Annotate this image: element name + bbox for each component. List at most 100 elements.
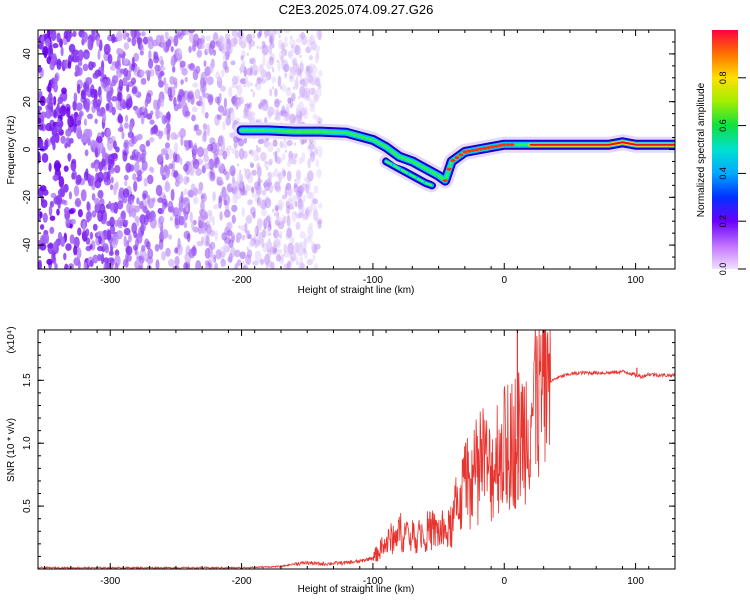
spectrogram-noise-blob xyxy=(47,243,54,249)
spectrogram-noise-blob xyxy=(51,251,56,263)
spectrogram-noise-blob xyxy=(197,187,203,195)
spectrogram-noise-blob xyxy=(282,218,287,224)
spectrogram-noise-blob xyxy=(56,58,62,70)
spectrogram-noise-blob xyxy=(173,170,179,178)
spectrogram-noise-blob xyxy=(315,77,321,87)
spectrogram-noise-blob xyxy=(109,216,115,228)
spectrogram-noise-blob xyxy=(160,164,165,177)
spectrogram-noise-blob xyxy=(201,236,204,245)
spectrogram-noise-blob xyxy=(230,182,236,189)
spectrogram-noise-blob xyxy=(282,153,286,161)
spectrogram-noise-blob xyxy=(223,97,227,110)
spectrogram-ridge-dot xyxy=(501,143,507,147)
spectrogram-noise-blob xyxy=(298,71,303,78)
spectrogram-faint-cell xyxy=(273,142,276,146)
spectrogram-noise-blob xyxy=(84,149,89,157)
spectrogram-noise-blob xyxy=(306,39,312,45)
spectrogram-noise-blob xyxy=(240,78,247,85)
spectrogram-noise-blob xyxy=(145,69,152,75)
spectrogram-noise-blob xyxy=(92,223,98,231)
spectrogram-noise-blob xyxy=(237,173,241,185)
snr-y-axis-label: SNR (10 * v/v) xyxy=(6,418,17,482)
spectrogram-noise-blob xyxy=(308,65,313,77)
spectrogram-faint-cell xyxy=(272,86,275,90)
spectrogram-noise-blob xyxy=(94,197,100,205)
spectrogram-noise-blob xyxy=(68,209,75,215)
spectrogram-noise-blob xyxy=(282,169,287,177)
spectrogram-noise-blob xyxy=(188,164,192,173)
spectrogram-noise-blob xyxy=(53,96,57,106)
colorbar-label: Normalized spectral amplitude xyxy=(696,82,707,217)
spectrogram-noise-blob xyxy=(157,207,163,214)
spectrogram-noise-blob xyxy=(245,254,252,266)
spectrogram-noise-blob xyxy=(59,105,67,117)
spectrogram-noise-blob xyxy=(190,94,195,105)
spectrogram-noise-blob xyxy=(218,92,222,103)
spectrogram-noise-blob xyxy=(77,119,82,126)
spectrogram-noise-blob xyxy=(38,151,41,163)
spectrogram-noise-blob xyxy=(39,211,43,219)
spectrogram-noise-blob xyxy=(298,261,305,269)
spectrogram-noise-blob xyxy=(284,36,288,43)
snr-frame xyxy=(37,329,676,570)
spectrogram-noise-blob xyxy=(300,59,304,72)
spectrogram-noise-blob xyxy=(113,233,117,245)
spectrogram-noise-blob xyxy=(276,147,281,153)
spectrogram-noise-blob xyxy=(183,262,188,269)
spectrogram-noise-blob xyxy=(232,75,238,85)
spectrogram-faint-cell xyxy=(288,159,291,163)
spectrogram-noise-blob xyxy=(141,105,145,113)
spectrogram-noise-blob xyxy=(165,165,171,176)
spectrogram-noise-blob xyxy=(191,221,195,231)
spectrogram-noise-blob xyxy=(170,55,175,68)
spectrogram-noise-blob xyxy=(262,228,266,239)
spectrogram-noise-blob xyxy=(295,37,302,44)
spectrogram-faint-cell xyxy=(249,161,252,165)
spectrogram-noise-blob xyxy=(170,46,174,53)
spectrogram-noise-blob xyxy=(76,247,82,260)
spectrogram-noise-blob xyxy=(294,242,300,253)
spectrogram-faint-cell xyxy=(295,153,298,157)
spectrogram-noise-blob xyxy=(224,65,230,74)
spectrogram-faint-cell xyxy=(265,161,268,164)
spectrogram-noise-blob xyxy=(308,141,315,151)
spectrogram-noise-blob xyxy=(123,141,128,150)
spectrogram-noise-blob xyxy=(261,189,267,196)
spectrogram-faint-cell xyxy=(284,73,287,77)
spectrogram-noise-blob xyxy=(289,113,296,125)
spectrogram-noise-blob xyxy=(131,86,138,94)
spectrogram-noise-blob xyxy=(161,148,168,156)
spectrogram-faint-cell xyxy=(266,167,269,171)
spectrogram-noise-blob xyxy=(55,194,63,205)
spectrogram-noise-blob xyxy=(302,194,306,203)
snr-axes: -300 -200 -100 0 100 0.5 1.0 1.5 xyxy=(22,330,676,587)
spectrogram-noise-blob xyxy=(133,135,139,143)
x-tick-label: -100 xyxy=(363,275,383,286)
spectrogram-noise-blob xyxy=(151,125,158,135)
spectrogram-noise-blob xyxy=(94,118,98,125)
spectrogram-faint-cell xyxy=(271,66,274,70)
spectrogram-noise-blob xyxy=(86,201,90,211)
spectrogram-noise-blob xyxy=(92,72,99,79)
spectrogram-noise-blob xyxy=(302,90,308,99)
spectrogram-noise-blob xyxy=(153,99,159,110)
spectrogram-noise-blob xyxy=(313,262,319,269)
spectrogram-noise-blob xyxy=(239,251,246,260)
spectrogram-noise-blob xyxy=(71,172,75,180)
spectrogram-noise-blob xyxy=(230,110,235,122)
spectrogram-noise-blob xyxy=(77,209,83,218)
spectrogram-noise-blob xyxy=(315,158,319,168)
y-tick-label: 0.5 xyxy=(22,499,33,513)
spectrogram-noise-blob xyxy=(256,218,263,229)
spectrogram-noise-blob xyxy=(234,249,241,258)
spectrogram-noise-blob xyxy=(253,181,261,191)
spectrogram-noise-blob xyxy=(114,249,120,257)
spectrogram-noise-blob xyxy=(106,90,112,103)
spectrogram-noise-blob xyxy=(100,253,105,265)
snr-series-line xyxy=(38,330,675,569)
spectrogram-noise-blob xyxy=(109,83,113,93)
spectrogram-noise-blob xyxy=(128,96,133,107)
spectrogram-noise-blob xyxy=(148,50,152,61)
spectrogram-noise-blob xyxy=(118,79,124,91)
spectrogram-noise-blob xyxy=(286,170,292,182)
